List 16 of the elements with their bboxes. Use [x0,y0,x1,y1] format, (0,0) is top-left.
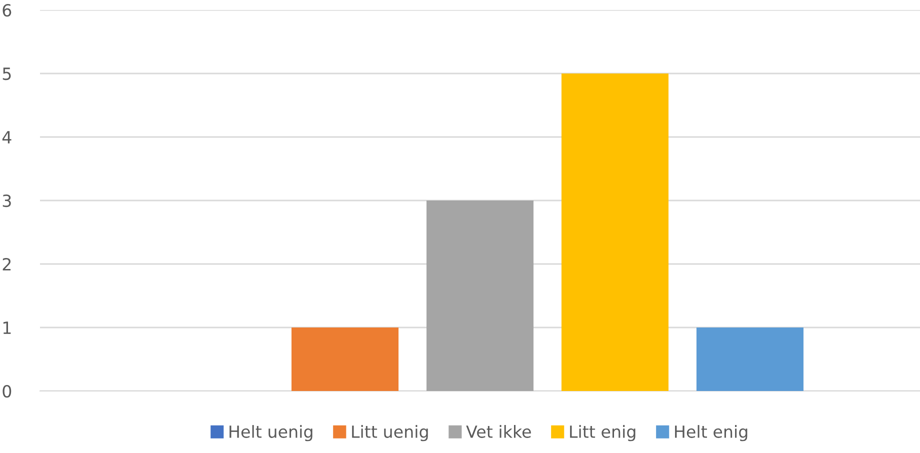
legend-label: Litt uenig [352,425,428,442]
bar [292,328,399,391]
bar [561,74,668,391]
legend-label: Helt uenig [230,425,312,442]
y-tick-label: 2 [2,258,11,270]
legend-label: Vet ikke [466,425,531,438]
y-tick-label: 6 [2,4,12,17]
legend-label: Helt enig [675,425,748,442]
y-tick-label: 0 [2,384,12,398]
bar [426,200,534,391]
y-tick-label: 3 [2,194,11,208]
y-tick-label: 5 [2,68,11,80]
legend-label: Litt enig [570,425,636,442]
bar [696,328,804,391]
y-tick-label: 4 [2,131,12,144]
y-tick-label: 1 [3,322,11,334]
